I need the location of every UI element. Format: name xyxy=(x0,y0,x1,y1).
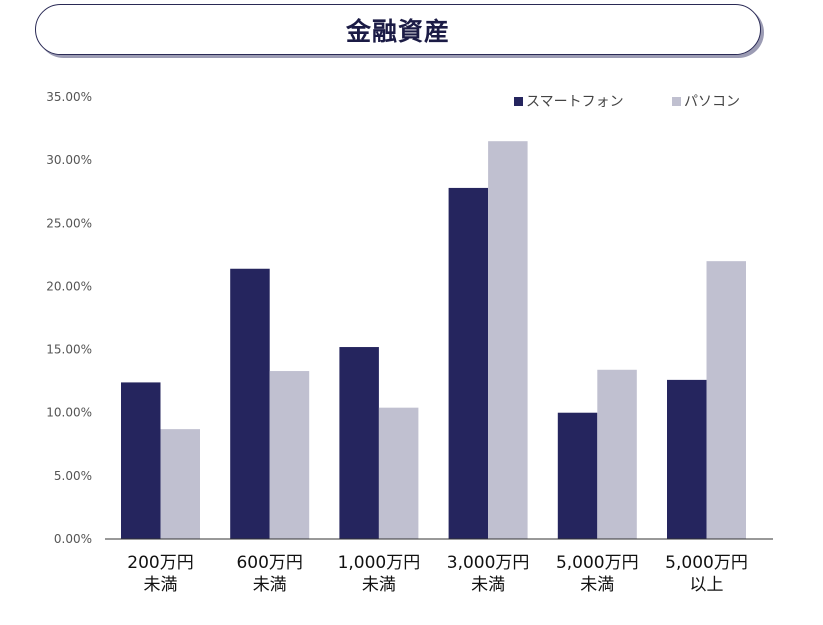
x-category-label: 5,000万円 xyxy=(665,553,748,573)
legend-swatch-smartphone xyxy=(514,97,523,106)
bar-pc xyxy=(706,261,746,539)
bar-smartphone xyxy=(121,382,161,539)
y-tick-label: 30.00% xyxy=(46,153,92,167)
legend-swatch-pc xyxy=(672,97,681,106)
x-category-label: 3,000万円 xyxy=(447,553,530,573)
legend-label-smartphone: スマートフォン xyxy=(526,94,624,110)
bar-smartphone xyxy=(557,412,598,539)
y-tick-label: 0.00% xyxy=(54,532,92,546)
x-category-label: 未満 xyxy=(144,575,178,595)
x-category-label: 200万円 xyxy=(127,553,193,573)
bar-pc xyxy=(160,429,200,539)
x-category-label: 5,000万円 xyxy=(556,553,639,573)
bar-smartphone xyxy=(448,187,489,539)
y-tick-label: 35.00% xyxy=(46,90,92,104)
x-category-label: 未満 xyxy=(253,575,287,595)
bar-smartphone xyxy=(230,268,270,539)
bar-pc xyxy=(378,407,419,539)
x-category-label: 未満 xyxy=(362,575,396,595)
x-category-label: 1,000万円 xyxy=(338,553,421,573)
chart-title-banner: 金融資産 xyxy=(35,4,761,55)
y-tick-label: 5.00% xyxy=(54,469,92,483)
bar-pc xyxy=(597,369,637,539)
y-tick-label: 20.00% xyxy=(46,279,92,293)
legend-label-pc: パソコン xyxy=(684,94,740,110)
x-category-label: 未満 xyxy=(580,575,614,595)
x-category-label: 600万円 xyxy=(236,553,302,573)
chart-title: 金融資産 xyxy=(345,16,450,46)
y-tick-label: 10.00% xyxy=(46,406,92,420)
x-category-label: 未満 xyxy=(471,575,505,595)
bar-smartphone xyxy=(667,379,707,539)
x-category-label: 以上 xyxy=(690,575,724,595)
bar-smartphone xyxy=(339,347,379,539)
y-tick-label: 25.00% xyxy=(46,216,92,230)
bar-pc xyxy=(269,371,310,539)
y-tick-label: 15.00% xyxy=(46,343,92,357)
bar-pc xyxy=(488,141,528,539)
